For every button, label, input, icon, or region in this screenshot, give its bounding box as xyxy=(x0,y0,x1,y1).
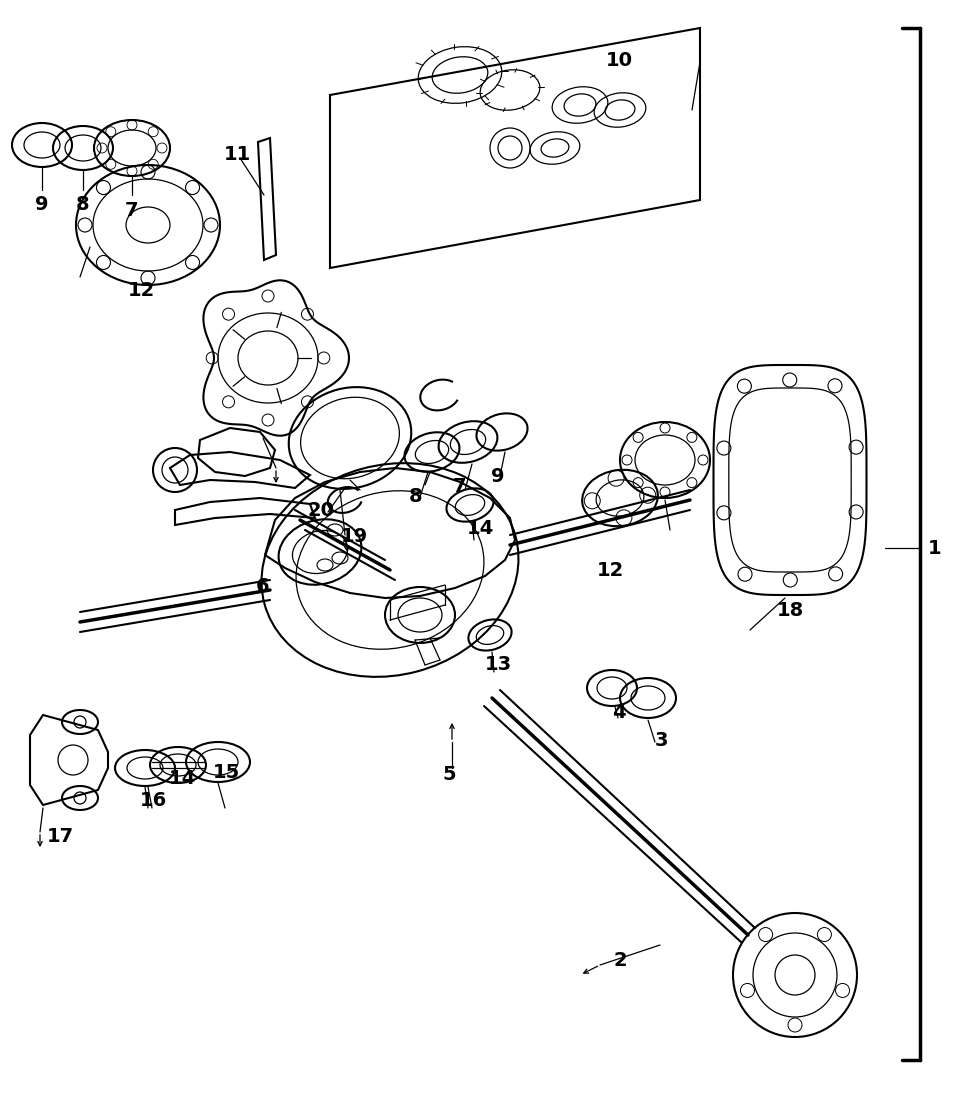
Text: 19: 19 xyxy=(341,528,367,546)
Text: 12: 12 xyxy=(596,561,624,579)
Text: 2: 2 xyxy=(613,950,627,969)
Text: 7: 7 xyxy=(453,477,466,496)
Text: 14: 14 xyxy=(466,519,494,538)
Text: 9: 9 xyxy=(35,196,49,215)
Text: 20: 20 xyxy=(307,500,335,519)
Text: 10: 10 xyxy=(606,50,633,69)
Text: 7: 7 xyxy=(125,200,139,219)
Text: 16: 16 xyxy=(140,791,167,809)
Text: 18: 18 xyxy=(776,600,804,620)
Text: 8: 8 xyxy=(410,487,423,507)
Text: 17: 17 xyxy=(47,827,74,845)
Text: 8: 8 xyxy=(77,196,90,215)
Text: 11: 11 xyxy=(223,146,251,164)
Text: 3: 3 xyxy=(655,730,668,749)
Text: 5: 5 xyxy=(442,765,456,784)
Text: 4: 4 xyxy=(612,703,626,723)
Text: 12: 12 xyxy=(127,281,155,300)
Text: 9: 9 xyxy=(491,466,504,485)
Text: 15: 15 xyxy=(212,763,239,783)
Text: 14: 14 xyxy=(168,770,195,788)
Text: 13: 13 xyxy=(484,656,512,675)
Text: 6: 6 xyxy=(256,577,270,597)
Text: 1: 1 xyxy=(928,539,942,557)
